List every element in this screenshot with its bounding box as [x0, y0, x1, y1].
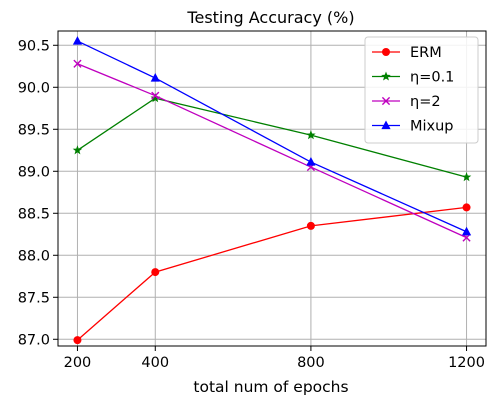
y-tick-label: 89.0: [18, 164, 50, 180]
data-point-marker: [73, 59, 82, 68]
legend-label: η=2: [410, 94, 441, 110]
x-tick-label: 200: [64, 355, 92, 371]
x-tick-label: 1200: [448, 355, 485, 371]
legend-marker: [381, 120, 391, 130]
data-point-marker: [150, 73, 160, 82]
legend-item: η=2: [372, 94, 441, 110]
legend-label: Mixup: [410, 119, 454, 135]
series-0: [73, 203, 471, 345]
data-point-marker: [461, 172, 472, 182]
series-line: [77, 206, 467, 341]
legend-marker: [382, 48, 390, 56]
y-tick-label: 87.5: [18, 290, 50, 306]
data-point-marker: [73, 336, 82, 345]
x-tick-label: 800: [297, 355, 325, 371]
y-tick-label: 89.5: [18, 122, 50, 138]
series-line: [77, 63, 467, 239]
y-tick-label: 88.5: [18, 206, 50, 222]
legend: ERM η=0.1 η=2 Mixup: [364, 36, 479, 144]
x-axis-label: total num of epochs: [193, 378, 348, 396]
data-point-marker: [461, 226, 472, 236]
legend-item: ERM: [372, 45, 442, 61]
series-lines: [72, 36, 472, 345]
data-point-marker: [306, 130, 316, 140]
legend-box: [364, 36, 479, 144]
data-point-marker: [151, 91, 160, 100]
y-tick-label: 87.0: [18, 332, 50, 348]
series-line: [77, 97, 467, 178]
chart-title: Testing Accuracy (%): [186, 8, 354, 27]
legend-label: η=0.1: [410, 70, 454, 86]
series-3: [72, 36, 472, 236]
axis-ticks: 200 400 800 1200 87.0 87.5 88.0 88.5 89.0 89.5 90.…: [18, 38, 485, 371]
legend-marker: [381, 96, 391, 106]
data-point-marker: [306, 221, 315, 230]
data-point-marker: [72, 36, 83, 45]
data-point-marker: [306, 157, 316, 166]
y-tick-label: 88.0: [18, 248, 50, 264]
legend-item: Mixup: [372, 119, 454, 135]
y-tick-label: 90.0: [18, 80, 50, 96]
data-point-marker: [151, 268, 160, 277]
legend-label: ERM: [410, 45, 442, 61]
x-tick-label: 400: [141, 355, 169, 371]
y-tick-label: 90.5: [18, 38, 50, 54]
data-point-marker: [150, 93, 161, 103]
data-point-marker: [462, 203, 471, 212]
legend-item: η=0.1: [372, 70, 454, 86]
legend-marker: [381, 71, 391, 81]
axes-frame: [57, 30, 487, 347]
series-1: [72, 93, 472, 182]
data-point-marker: [72, 145, 83, 155]
series-line: [77, 40, 467, 233]
